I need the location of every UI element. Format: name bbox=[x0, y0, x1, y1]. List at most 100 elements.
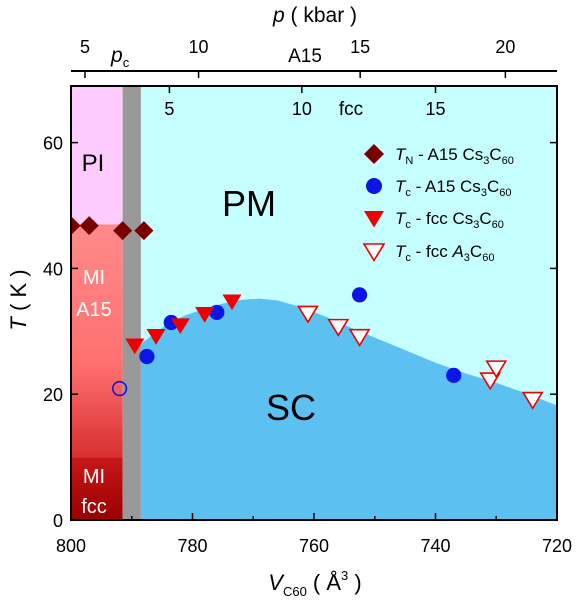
legend-sym-sub: c bbox=[405, 219, 411, 231]
pc-label: pc bbox=[110, 44, 130, 70]
legend-part-1: C bbox=[489, 145, 501, 164]
legend-part-1: C bbox=[487, 177, 499, 196]
legend-text: - A15 Cs bbox=[413, 145, 483, 164]
y-tick-label-2: 40 bbox=[43, 259, 63, 279]
legend-part-2: 60 bbox=[502, 155, 514, 167]
x-tick-label-1: 780 bbox=[177, 536, 207, 556]
pc-label-sub: c bbox=[123, 55, 130, 70]
legend-sym: T bbox=[395, 242, 407, 261]
legend-label-0: TN - A15 Cs3C60 bbox=[395, 145, 514, 167]
legend-text: - A15 Cs bbox=[411, 177, 481, 196]
legend-label-2: Tc - fcc Cs3C60 bbox=[395, 209, 504, 231]
data-markers bbox=[71, 216, 544, 410]
phase-label-sc: SC bbox=[266, 387, 316, 428]
mi-a15-region bbox=[71, 224, 123, 458]
point-s3-4 bbox=[222, 294, 242, 311]
point-s4-5 bbox=[521, 391, 544, 410]
fcc-tick-label-2: 15 bbox=[425, 99, 445, 119]
top-axis-title: p ( kbar ) bbox=[272, 4, 357, 27]
legend-text: - fcc bbox=[411, 242, 453, 261]
phase-label-mi-fcc-line1: MI bbox=[83, 466, 105, 488]
phase-label-pm: PM bbox=[222, 183, 276, 224]
x-axis-title-main: V bbox=[268, 570, 285, 595]
y-tick-label-3: 60 bbox=[43, 134, 63, 154]
legend-sym-sub: c bbox=[405, 252, 411, 264]
legend-part-2: 60 bbox=[499, 187, 511, 199]
legend-part-0: 3 bbox=[483, 155, 489, 167]
legend-marker-2 bbox=[364, 211, 384, 228]
y-tick-label-0: 0 bbox=[53, 511, 63, 531]
x-tick-label-2: 760 bbox=[299, 536, 329, 556]
top-axis-a15-label: A15 bbox=[288, 46, 322, 67]
legend-label-3: Tc - fcc A3C60 bbox=[395, 242, 494, 264]
legend-part-0: 3 bbox=[473, 219, 479, 231]
point-s3-3 bbox=[195, 307, 215, 323]
legend-sym: T bbox=[395, 145, 407, 164]
y-axis-title: T ( K ) bbox=[6, 269, 31, 330]
point-s4-0 bbox=[297, 305, 319, 324]
point-s3-2 bbox=[170, 318, 190, 335]
phase-label-pi: PI bbox=[82, 150, 105, 177]
x-axis-title-sub: C60 bbox=[283, 584, 307, 599]
point-s4-2 bbox=[348, 328, 371, 347]
point-s3-1 bbox=[146, 329, 166, 345]
legend-part-1: C bbox=[479, 209, 491, 228]
point-s0-0 bbox=[71, 216, 81, 236]
fcc-axis-label: fcc bbox=[339, 99, 363, 120]
y-tick-label-1: 20 bbox=[43, 385, 63, 405]
legend-sym: T bbox=[395, 177, 407, 196]
y-axis-title-unit: ( K ) bbox=[6, 269, 31, 317]
legend-sym-sub: c bbox=[405, 187, 411, 199]
top-axis-title-unit: ( kbar ) bbox=[285, 4, 357, 27]
pc-label-main: p bbox=[110, 44, 123, 67]
legend-marker-0 bbox=[364, 144, 384, 164]
top-tick-label-2: 15 bbox=[350, 37, 370, 57]
x-tick-label-3: 740 bbox=[420, 536, 450, 556]
legend-part-1: 3 bbox=[464, 252, 470, 264]
legend-sym-sub: N bbox=[405, 155, 413, 167]
legend-part-2: C bbox=[470, 242, 482, 261]
pc-band bbox=[122, 86, 141, 520]
legend-part-2: 60 bbox=[492, 219, 504, 231]
x-axis-title: VC60 ( Å3 ) bbox=[268, 568, 361, 599]
point-s1-3 bbox=[351, 287, 368, 303]
pi-region bbox=[71, 86, 123, 225]
point-s0-2 bbox=[113, 221, 133, 241]
legend-text: - fcc Cs bbox=[411, 209, 473, 228]
point-s1-4 bbox=[446, 367, 462, 383]
fcc-tick-label-0: 5 bbox=[164, 99, 174, 119]
point-s4-3 bbox=[479, 372, 502, 391]
legend-part-0: 3 bbox=[481, 187, 487, 199]
sc-dome-region bbox=[140, 298, 557, 520]
point-s4-4 bbox=[485, 360, 508, 379]
mi-fcc-region bbox=[71, 457, 123, 520]
point-s3-0 bbox=[125, 338, 145, 355]
legend-marker-3 bbox=[362, 243, 386, 263]
point-s4-1 bbox=[327, 318, 350, 337]
legend-marker-1 bbox=[366, 178, 382, 194]
x-axis-title-close: ) bbox=[348, 570, 361, 595]
legend-sym: T bbox=[395, 209, 407, 228]
point-s1-0 bbox=[139, 348, 155, 365]
legend-part-3: 60 bbox=[482, 252, 494, 264]
top-tick-label-0: 5 bbox=[80, 37, 90, 57]
x-axis-title-unit: ( Å bbox=[307, 570, 342, 595]
x-tick-label-0: 800 bbox=[56, 536, 86, 556]
top-tick-label-1: 10 bbox=[189, 37, 209, 57]
top-axis-title-main: p bbox=[272, 4, 285, 27]
point-s0-3 bbox=[134, 221, 154, 241]
phase-label-mi-a15-line1: MI bbox=[83, 267, 105, 289]
phase-regions bbox=[71, 86, 557, 520]
phase-labels: PI PM SC MI A15 MI fcc bbox=[76, 150, 316, 518]
phase-label-mi-fcc-line2: fcc bbox=[81, 496, 107, 518]
point-s0-1 bbox=[79, 216, 99, 236]
legend-part-0: A bbox=[451, 242, 463, 261]
legend-label-1: Tc - A15 Cs3C60 bbox=[395, 177, 511, 199]
y-axis-title-main: T bbox=[6, 316, 31, 331]
x-tick-label-4: 720 bbox=[542, 536, 572, 556]
x-axis-title-sup: 3 bbox=[341, 568, 348, 583]
point-s2-0 bbox=[111, 380, 128, 397]
